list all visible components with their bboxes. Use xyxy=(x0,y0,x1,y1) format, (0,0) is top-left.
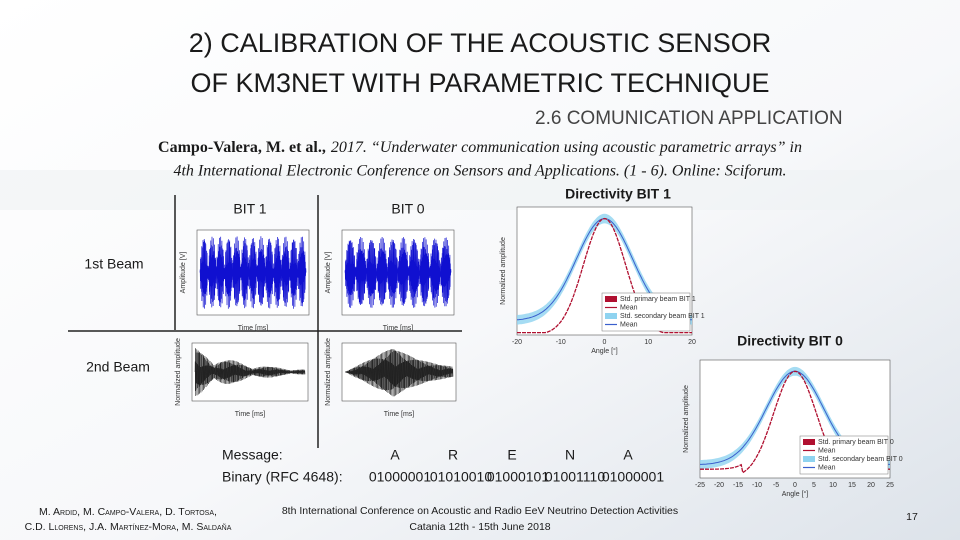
binary-code: 01010010 xyxy=(430,469,493,485)
x-tick-label: -10 xyxy=(556,339,566,346)
title: OF KM3NET WITH PARAMETRIC TECHNIQUE xyxy=(190,68,769,98)
plot-title: Directivity BIT 0 xyxy=(737,333,843,349)
row-label: 2nd Beam xyxy=(86,359,150,375)
footer-conference: 8th International Conference on Acoustic… xyxy=(282,505,678,517)
footer-conference: Catania 12th - 15th June 2018 xyxy=(409,521,550,533)
page-number: 17 xyxy=(906,511,918,523)
axis-label: Amplitude [V] xyxy=(325,252,332,294)
message-label: Message: xyxy=(222,447,283,463)
binary-code: 01000001 xyxy=(602,469,665,485)
legend-swatch xyxy=(605,296,617,302)
citation-authors: Campo-Valera, M. et al., xyxy=(158,139,326,156)
axis-label: Normalized amplitude xyxy=(683,385,690,453)
row-label: 1st Beam xyxy=(84,256,143,272)
footer-authors: C.D. Llorens, J.A. Martínez-Mora, M. Sal… xyxy=(25,521,232,533)
citation: Campo-Valera, M. et al., 2017. “Underwate… xyxy=(158,139,802,156)
x-tick-label: -15 xyxy=(733,482,743,489)
legend-swatch xyxy=(803,439,815,445)
citation-text: 4th International Electronic Conference … xyxy=(173,163,786,180)
axis-label: Normalized amplitude xyxy=(500,237,507,305)
plots: Time [ms] Amplitude [V] Time [ms] Amplitude… xyxy=(175,206,903,498)
x-tick-label: -10 xyxy=(752,482,762,489)
x-tick-label: -20 xyxy=(512,339,522,346)
binary-code: 01000101 xyxy=(487,469,550,485)
legend-entry: Std. secondary beam BIT 1 xyxy=(620,313,705,320)
column-label: BIT 1 xyxy=(233,201,266,217)
signal xyxy=(199,236,307,309)
legend-entry: Mean xyxy=(818,464,836,471)
legend-entry: Std. primary beam BIT 1 xyxy=(620,296,696,303)
title: 2) CALIBRATION OF THE ACOUSTIC SENSOR xyxy=(189,28,772,58)
message-letter: R xyxy=(448,447,458,463)
plot-title: Directivity BIT 1 xyxy=(565,186,671,202)
axis-label: Time [ms] xyxy=(383,325,414,332)
binary-code: 01000001 xyxy=(369,469,432,485)
legend-entry: Mean xyxy=(818,447,836,454)
x-tick-label: 10 xyxy=(829,482,837,489)
axis-label: Time [ms] xyxy=(384,411,415,418)
message-letter: N xyxy=(565,447,575,463)
background-band xyxy=(0,170,960,210)
signal xyxy=(194,348,306,396)
legend-entry: Mean xyxy=(620,304,638,311)
axis-label: Time [ms] xyxy=(235,411,266,418)
x-tick-label: 20 xyxy=(867,482,875,489)
binary-label: Binary (RFC 4648): xyxy=(222,469,343,485)
axis-label: Time [ms] xyxy=(238,325,269,332)
message-letter: E xyxy=(507,447,516,463)
axis-label: Normalized amplitude xyxy=(175,338,182,406)
message-letter: A xyxy=(390,447,400,463)
x-tick-label: -25 xyxy=(695,482,705,489)
column-label: BIT 0 xyxy=(391,201,424,217)
axis-label: Amplitude [V] xyxy=(180,252,187,294)
subtitle: 2.6 COMUNICATION APPLICATION xyxy=(535,108,843,129)
legend-swatch xyxy=(605,313,617,319)
x-tick-label: -5 xyxy=(773,482,779,489)
x-tick-label: 5 xyxy=(812,482,816,489)
legend-swatch xyxy=(803,456,815,462)
x-tick-label: 25 xyxy=(886,482,894,489)
footer-authors: M. Ardid, M. Campo-Valera, D. Tortosa, xyxy=(39,506,217,518)
x-tick-label: 0 xyxy=(793,482,797,489)
signal xyxy=(345,349,454,397)
x-tick-label: 15 xyxy=(848,482,856,489)
x-tick-label: 20 xyxy=(688,339,696,346)
legend-entry: Std. secondary beam BIT 0 xyxy=(818,456,903,463)
legend-entry: Mean xyxy=(620,321,638,328)
signal xyxy=(344,236,452,308)
grid-lines xyxy=(68,195,462,448)
legend-entry: Std. primary beam BIT 0 xyxy=(818,439,894,446)
x-tick-label: 0 xyxy=(603,339,607,346)
x-tick-label: 10 xyxy=(644,339,652,346)
axis-label: Angle [°] xyxy=(782,490,809,498)
binary-code: 01001110 xyxy=(545,469,605,485)
mean-curve xyxy=(517,217,692,334)
axis-label: Angle [°] xyxy=(591,347,618,355)
citation-text: 2017. “Underwater communication using ac… xyxy=(331,139,802,156)
axis-label: Normalized amplitude xyxy=(325,338,332,406)
message-letter: A xyxy=(623,447,633,463)
x-tick-label: -20 xyxy=(714,482,724,489)
